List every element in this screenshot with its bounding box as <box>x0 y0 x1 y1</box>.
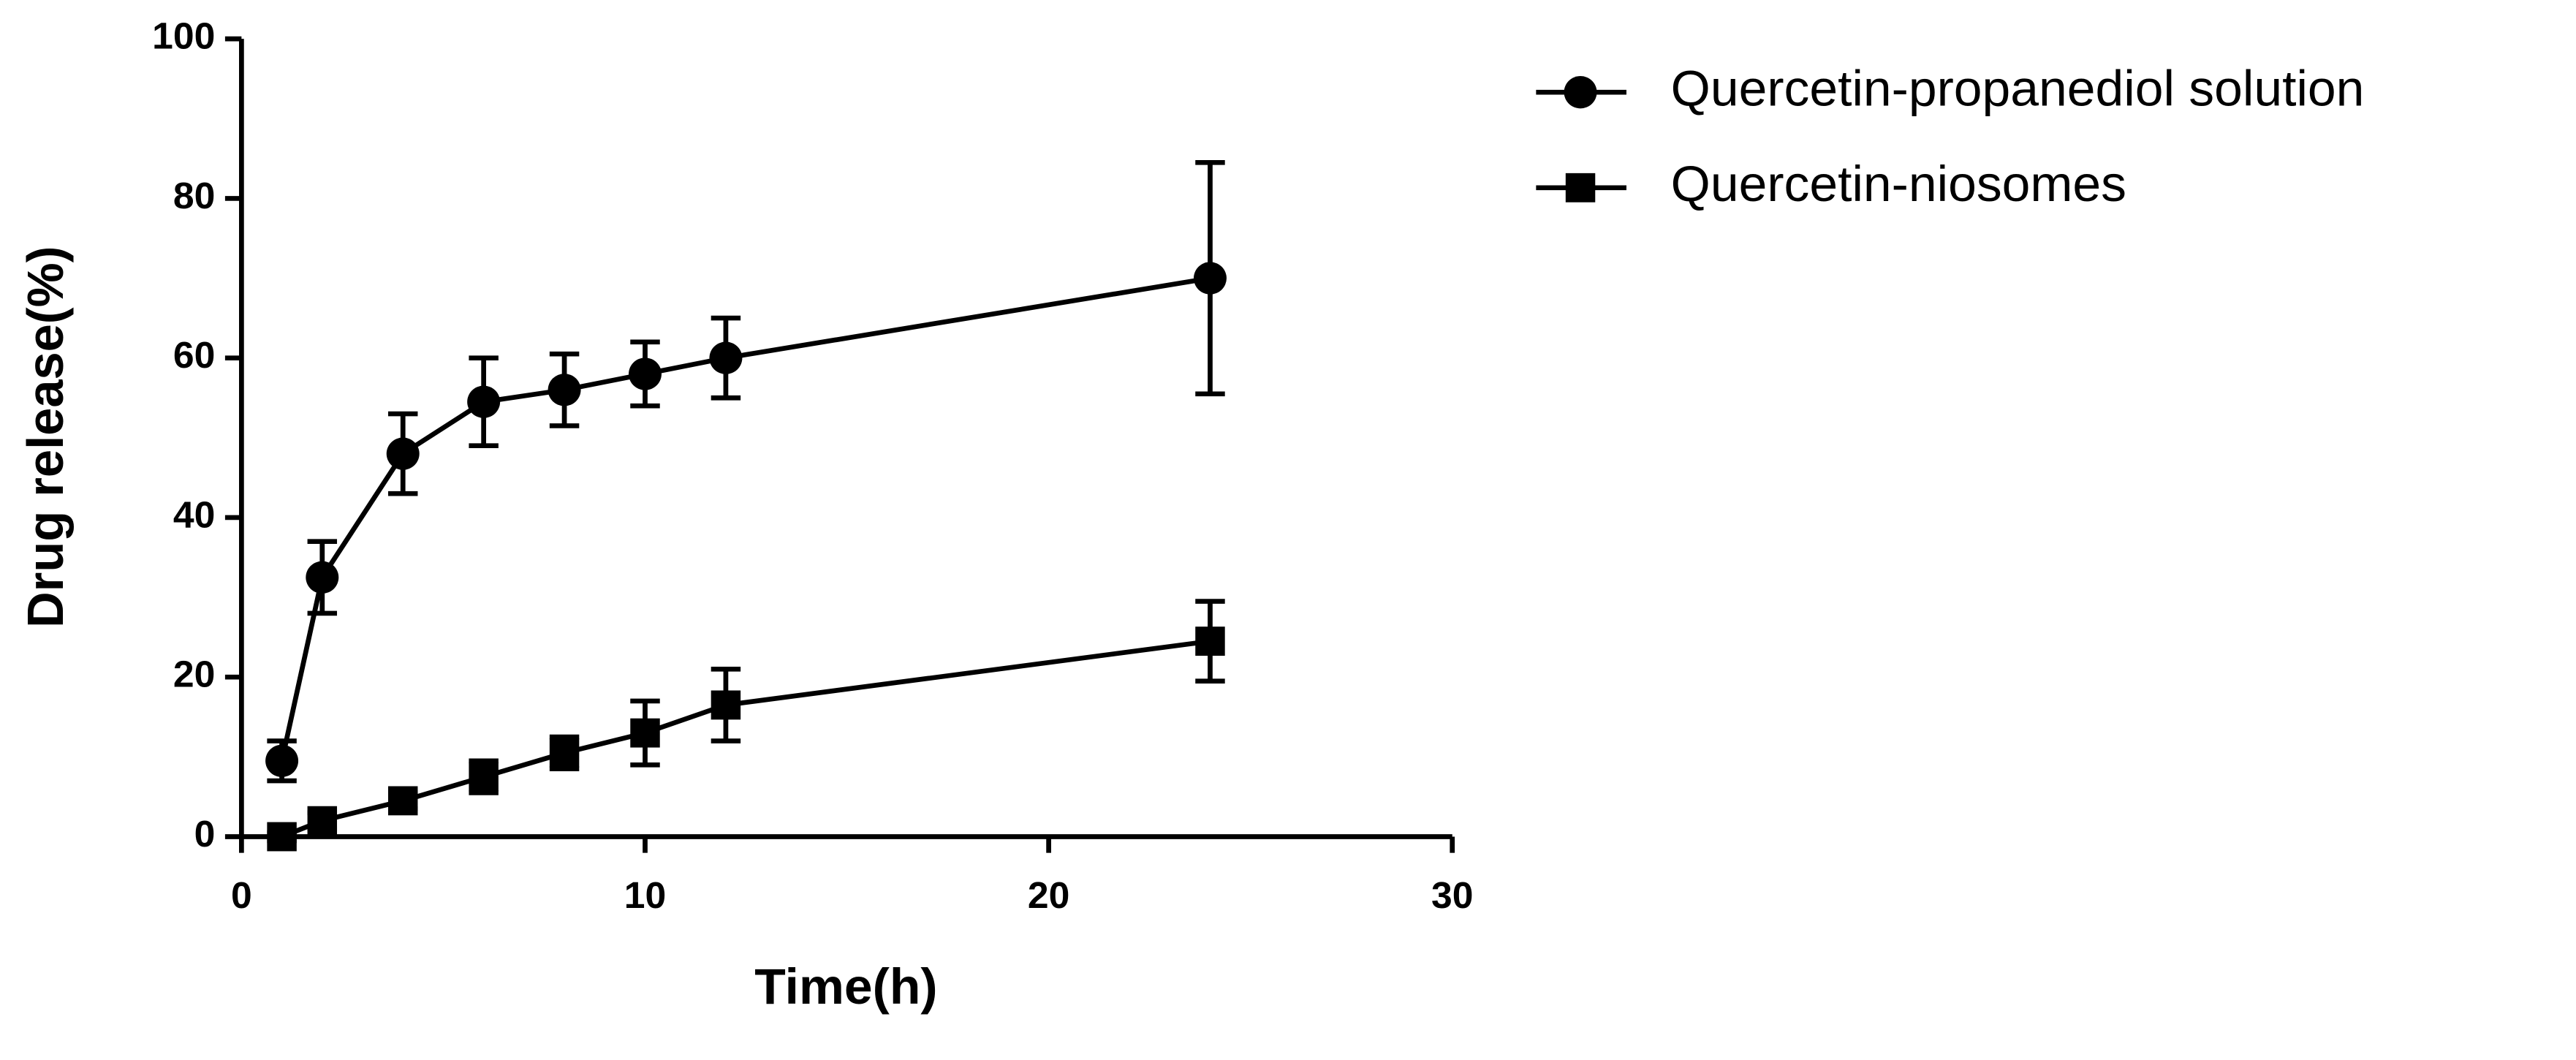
legend-marker <box>1565 173 1596 202</box>
data-point <box>548 374 581 406</box>
x-tick-label: 10 <box>624 874 666 916</box>
data-point <box>469 762 499 792</box>
data-point <box>1193 262 1227 295</box>
x-tick-label: 30 <box>1431 874 1473 916</box>
data-point <box>307 806 338 836</box>
y-tick-label: 40 <box>173 494 215 536</box>
data-point <box>629 357 662 390</box>
data-point <box>467 385 501 418</box>
series-line <box>281 638 1211 839</box>
data-point <box>386 437 420 470</box>
legend-label: Quercetin-niosomes <box>1671 155 2126 211</box>
y-tick-label: 80 <box>173 175 215 216</box>
x-tick-label: 20 <box>1028 874 1069 916</box>
data-point <box>1195 626 1225 656</box>
data-point <box>265 744 299 777</box>
y-tick-label: 0 <box>194 813 216 855</box>
data-point <box>709 341 743 374</box>
x-tick-label: 0 <box>231 874 252 916</box>
legend-marker <box>1564 76 1597 109</box>
series-line <box>279 276 1211 762</box>
y-tick-label: 60 <box>173 334 215 376</box>
data-point <box>306 561 339 594</box>
y-tick-label: 100 <box>152 15 215 57</box>
y-axis-title: Drug release(%) <box>16 246 74 627</box>
data-point <box>630 718 660 748</box>
legend-label: Quercetin-propanediol solution <box>1671 60 2365 116</box>
data-point <box>549 738 580 768</box>
data-point <box>267 822 297 852</box>
y-tick-label: 20 <box>173 654 215 695</box>
data-point <box>387 786 418 816</box>
x-axis-title: Time(h) <box>754 958 937 1014</box>
data-point <box>711 690 741 720</box>
